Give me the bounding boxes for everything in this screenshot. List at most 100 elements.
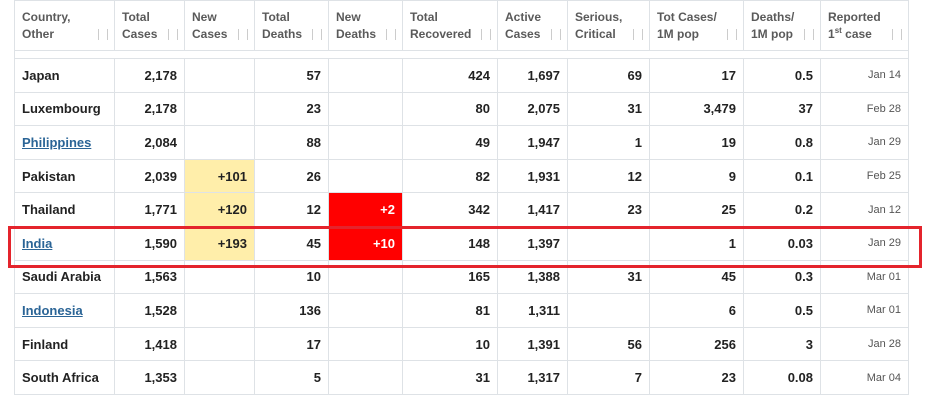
spacer-row	[14, 50, 909, 59]
new-deaths-cell	[328, 326, 403, 362]
column-header[interactable]: Active Cases	[497, 0, 568, 51]
deaths-per-1m-cell: 37	[743, 91, 821, 127]
new-deaths-cell	[328, 259, 403, 295]
total-recovered-cell: 148	[402, 225, 498, 261]
total-cases-cell: 2,178	[114, 91, 185, 127]
header-text: Tot Cases/	[657, 9, 717, 24]
country-link[interactable]: India	[22, 235, 53, 251]
active-cases-cell: 1,311	[497, 293, 568, 328]
column-header[interactable]: Total Cases	[114, 0, 185, 51]
header-text: case	[845, 26, 872, 41]
active-cases-cell: 1,417	[497, 192, 568, 227]
sort-icon[interactable]	[633, 29, 643, 40]
reported-cell: Mar 04	[820, 360, 909, 395]
total-recovered-cell: 10	[402, 326, 498, 362]
active-cases-cell: 1,388	[497, 259, 568, 295]
new-cases-cell	[184, 259, 255, 295]
total-recovered-cell: 80	[402, 91, 498, 127]
sort-icon[interactable]	[892, 29, 902, 40]
reported-cell: Mar 01	[820, 259, 909, 295]
header-text: Serious,	[575, 9, 623, 24]
column-header[interactable]: Total Recovered	[402, 0, 498, 51]
new-deaths-cell: +2	[328, 192, 403, 227]
total-deaths-cell: 23	[254, 91, 329, 127]
total-deaths-cell: 17	[254, 326, 329, 362]
header-text: Other	[22, 26, 55, 41]
table-row: South Africa 1,353 5 31 1,317 7 23 0.08 Mar 04	[14, 360, 909, 395]
country-cell: South Africa	[14, 360, 115, 395]
serious-cell: 31	[567, 91, 650, 127]
sort-icon[interactable]	[481, 29, 491, 40]
sort-icon[interactable]	[98, 29, 108, 40]
deaths-per-1m-cell: 0.3	[743, 259, 821, 295]
new-deaths-cell	[328, 293, 403, 328]
total-deaths-cell: 10	[254, 259, 329, 295]
spacer-cell	[14, 50, 909, 59]
table-row: Philippines 2,084 88 49 1,947 1 19 0.8 Jan 29	[14, 125, 909, 160]
sort-icon[interactable]	[168, 29, 178, 40]
new-cases-cell	[184, 125, 255, 160]
serious-cell: 1	[567, 125, 650, 160]
cases-per-1m-cell: 256	[649, 326, 744, 362]
country-cell: Pakistan	[14, 158, 115, 194]
new-deaths-cell	[328, 360, 403, 395]
total-deaths-cell: 88	[254, 125, 329, 160]
country-cell: Japan	[14, 58, 115, 93]
header-text: Total	[410, 9, 438, 24]
column-header[interactable]: Serious, Critical	[567, 0, 650, 51]
table-body: Japan 2,178 57 424 1,697 69 17 0.5 Jan 14 Luxembo…	[14, 50, 909, 395]
serious-cell: 23	[567, 192, 650, 227]
new-deaths-cell	[328, 91, 403, 127]
column-header[interactable]: Reported 1st case	[820, 0, 909, 51]
serious-cell	[567, 293, 650, 328]
cases-per-1m-cell: 17	[649, 58, 744, 93]
country-cell: Philippines	[14, 125, 115, 160]
table-row: India 1,590 +193 45 +10 148 1,397 1 0.03 Jan 29	[14, 225, 909, 261]
reported-cell: Jan 12	[820, 192, 909, 227]
column-header[interactable]: Tot Cases/1M pop	[649, 0, 744, 51]
deaths-per-1m-cell: 0.5	[743, 58, 821, 93]
deaths-per-1m-cell: 0.1	[743, 158, 821, 194]
reported-cell: Feb 28	[820, 91, 909, 127]
total-cases-cell: 2,039	[114, 158, 185, 194]
column-header[interactable]: New Deaths	[328, 0, 403, 51]
country-cell: Thailand	[14, 192, 115, 227]
new-cases-cell	[184, 326, 255, 362]
active-cases-cell: 1,397	[497, 225, 568, 261]
serious-cell: 7	[567, 360, 650, 395]
new-cases-cell	[184, 58, 255, 93]
sort-icon[interactable]	[727, 29, 737, 40]
sort-icon[interactable]	[551, 29, 561, 40]
total-deaths-cell: 26	[254, 158, 329, 194]
sort-icon[interactable]	[238, 29, 248, 40]
column-header[interactable]: Country, Other	[14, 0, 115, 51]
serious-cell	[567, 225, 650, 261]
sort-icon[interactable]	[312, 29, 322, 40]
sort-icon[interactable]	[386, 29, 396, 40]
header-text: 1M pop	[751, 26, 793, 41]
header-text: Deaths	[262, 26, 303, 41]
table-row: Saudi Arabia 1,563 10 165 1,388 31 45 0.3 Mar 01	[14, 259, 909, 295]
reported-cell: Jan 28	[820, 326, 909, 362]
total-deaths-cell: 136	[254, 293, 329, 328]
new-cases-cell: +193	[184, 225, 255, 261]
total-cases-cell: 1,771	[114, 192, 185, 227]
new-cases-cell	[184, 360, 255, 395]
covid-table: Country, Other Total Cases New Cases Total Deat…	[14, 0, 909, 395]
country-link[interactable]: Philippines	[22, 134, 92, 150]
sort-icon[interactable]	[804, 29, 814, 40]
header-text: Recovered	[410, 26, 472, 41]
cases-per-1m-cell: 1	[649, 225, 744, 261]
column-header[interactable]: Deaths/1M pop	[743, 0, 821, 51]
column-header[interactable]: Total Deaths	[254, 0, 329, 51]
serious-cell: 12	[567, 158, 650, 194]
cases-per-1m-cell: 6	[649, 293, 744, 328]
header-text: 1M pop	[657, 26, 699, 41]
header-text: Cases	[192, 26, 228, 41]
column-header[interactable]: New Cases	[184, 0, 255, 51]
serious-cell: 56	[567, 326, 650, 362]
cases-per-1m-cell: 23	[649, 360, 744, 395]
country-link[interactable]: Indonesia	[22, 302, 83, 318]
active-cases-cell: 1,947	[497, 125, 568, 160]
country-cell: Indonesia	[14, 293, 115, 328]
